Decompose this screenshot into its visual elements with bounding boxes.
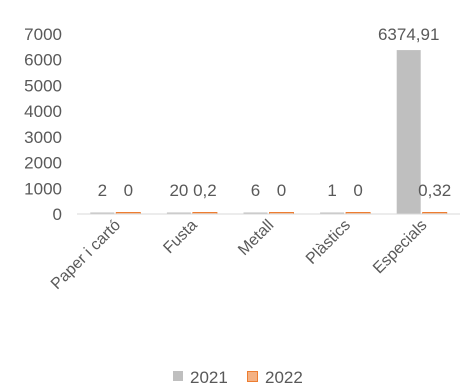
data-label-2021-4: 6374,91 — [378, 25, 439, 44]
y-tick-label: 6000 — [24, 51, 62, 70]
data-label-2022-1: 0,2 — [193, 181, 217, 200]
data-label-2021-2: 6 — [251, 181, 260, 200]
legend: 2021 2022 — [173, 368, 303, 387]
y-tick-label: 7000 — [24, 25, 62, 44]
category-labels: Paper i cartó Fusta Metall Plàstics Especial… — [48, 217, 431, 293]
category-label-0: Paper i cartó — [48, 217, 124, 293]
bar-2021-0 — [90, 212, 115, 214]
y-tick-label: 1000 — [24, 179, 62, 198]
y-tick-label: 3000 — [24, 128, 62, 147]
category-label-4: Especials — [370, 217, 430, 277]
legend-swatch-2022 — [247, 371, 258, 382]
legend-label-2022: 2022 — [265, 368, 303, 387]
y-tick-label: 2000 — [24, 154, 62, 173]
data-label-2022-3: 0 — [353, 181, 362, 200]
data-label-2021-0: 2 — [98, 181, 107, 200]
y-tick-label: 5000 — [24, 76, 62, 95]
bars — [90, 50, 448, 215]
bar-2021-2 — [243, 212, 268, 214]
category-label-1: Fusta — [160, 217, 200, 257]
legend-label-2021: 2021 — [190, 368, 228, 387]
bar-2021-4 — [396, 50, 421, 214]
y-axis-ticks: 0 1000 2000 3000 4000 5000 6000 7000 — [24, 25, 62, 224]
bar-2021-3 — [320, 212, 345, 214]
category-label-2: Metall — [235, 217, 277, 259]
data-label-2022-4: 0,32 — [418, 181, 451, 200]
y-tick-label: 0 — [53, 205, 62, 224]
data-label-2022-0: 0 — [124, 181, 133, 200]
data-label-2021-1: 20 — [169, 181, 188, 200]
data-label-2022-2: 0 — [277, 181, 286, 200]
y-tick-label: 4000 — [24, 102, 62, 121]
legend-swatch-2021 — [173, 371, 183, 381]
category-label-3: Plàstics — [303, 217, 354, 268]
data-label-2021-3: 1 — [327, 181, 336, 200]
bar-2021-1 — [166, 212, 191, 214]
